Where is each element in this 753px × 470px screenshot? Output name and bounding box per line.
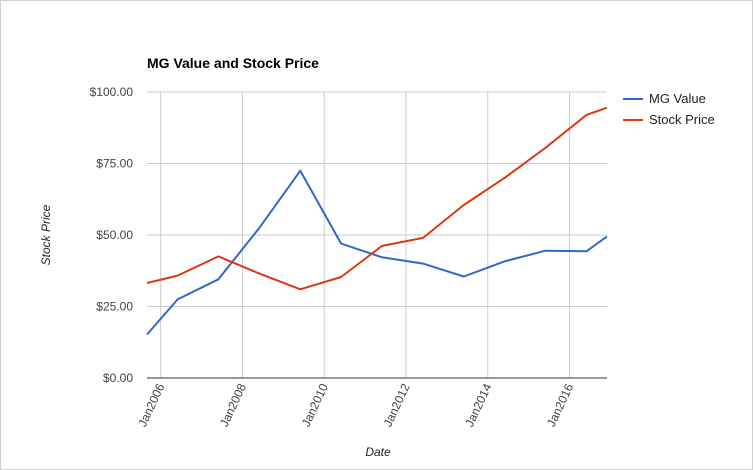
y-tick-label: $25.00 <box>96 300 133 314</box>
y-tick-label: $75.00 <box>96 157 133 171</box>
y-axis-ticks: $0.00 $25.00 $50.00 $75.00 $100.00 <box>90 85 134 385</box>
legend-label-stock-price: Stock Price <box>649 112 715 127</box>
x-tick-label: Jan2014 <box>462 381 494 429</box>
series-line-mg-value <box>146 169 608 336</box>
series-line-stock-price <box>146 106 608 291</box>
series-lines <box>146 106 608 336</box>
x-axis-ticks: Jan2006 Jan2008 Jan2010 Jan2012 Jan2014 Jan20… <box>135 381 576 429</box>
y-tick-label: $0.00 <box>103 371 133 385</box>
y-tick-label: $100.00 <box>90 85 134 99</box>
x-tick-label: Jan2016 <box>544 381 576 429</box>
x-axis-title: Date <box>365 445 391 459</box>
chart-title: MG Value and Stock Price <box>147 55 319 71</box>
y-tick-label: $50.00 <box>96 228 133 242</box>
legend: MG Value Stock Price <box>623 91 715 127</box>
legend-label-mg-value: MG Value <box>649 91 706 106</box>
grid-lines <box>147 91 607 378</box>
y-axis-title: Stock Price <box>39 204 53 265</box>
x-tick-label: Jan2006 <box>135 381 167 429</box>
x-tick-label: Jan2008 <box>217 381 249 429</box>
x-tick-label: Jan2012 <box>381 381 413 429</box>
x-tick-label: Jan2010 <box>299 381 331 429</box>
